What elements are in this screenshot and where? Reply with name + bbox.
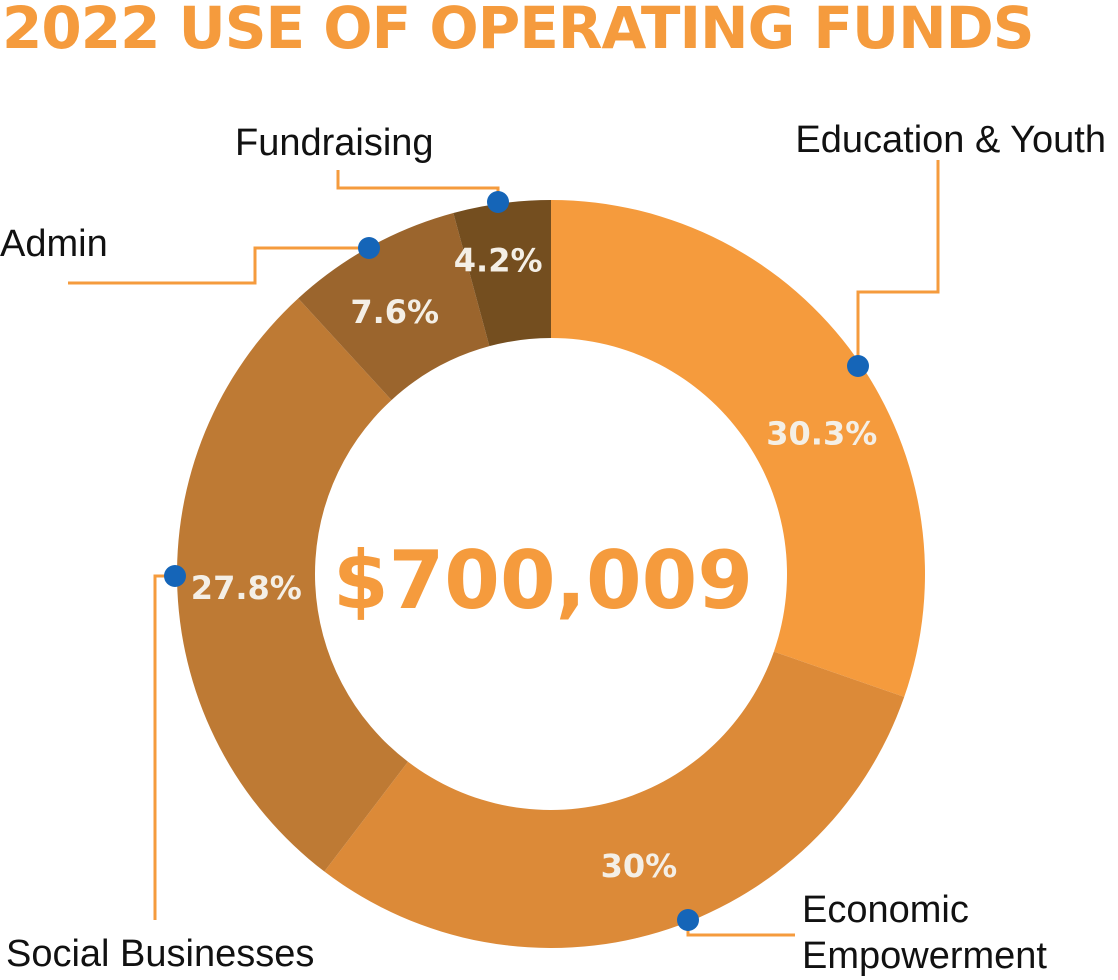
marker-dot-economic-empowerment [677,909,699,931]
leader-line-education-youth [856,160,940,366]
center-total-value: $700,009 [333,534,753,627]
percent-label-social-businesses: 27.8% [191,569,302,607]
slice-education-youth [551,200,925,697]
marker-dot-fundraising [487,191,509,213]
chart-title: 2022 USE OF OPERATING FUNDS [2,0,1035,62]
percent-label-group: 30.3% 30% 27.8% 7.6% 4.2% [191,241,877,885]
leader-line-fundraising [336,170,500,202]
percent-label-education-youth: 30.3% [766,415,877,453]
category-label-admin: Admin [0,223,108,265]
slice-social-businesses [177,298,408,872]
slice-economic-empowerment [324,651,905,948]
category-label-economic-empowerment: Economic Empowerment [802,889,1047,977]
leader-line-economic-empowerment [686,920,795,937]
slice-group [177,200,925,948]
percent-label-economic-empowerment: 30% [601,847,678,885]
category-label-education-youth: Education & Youth [795,119,1106,161]
percent-label-admin: 7.6% [350,293,439,331]
marker-dot-education-youth [847,355,869,377]
category-label-social-businesses: Social Businesses [6,933,314,975]
percent-label-fundraising: 4.2% [454,241,543,279]
leader-line-admin [68,246,369,285]
slice-admin [298,212,490,401]
slice-fundraising [453,200,551,347]
marker-dot-admin [358,237,380,259]
leader-line-group [68,160,940,937]
category-label-group: Education & Youth Economic Empowerment Soci… [0,119,1106,977]
leader-line-social-businesses [153,574,175,920]
marker-dot-social-businesses [164,565,186,587]
category-label-fundraising: Fundraising [235,122,434,164]
